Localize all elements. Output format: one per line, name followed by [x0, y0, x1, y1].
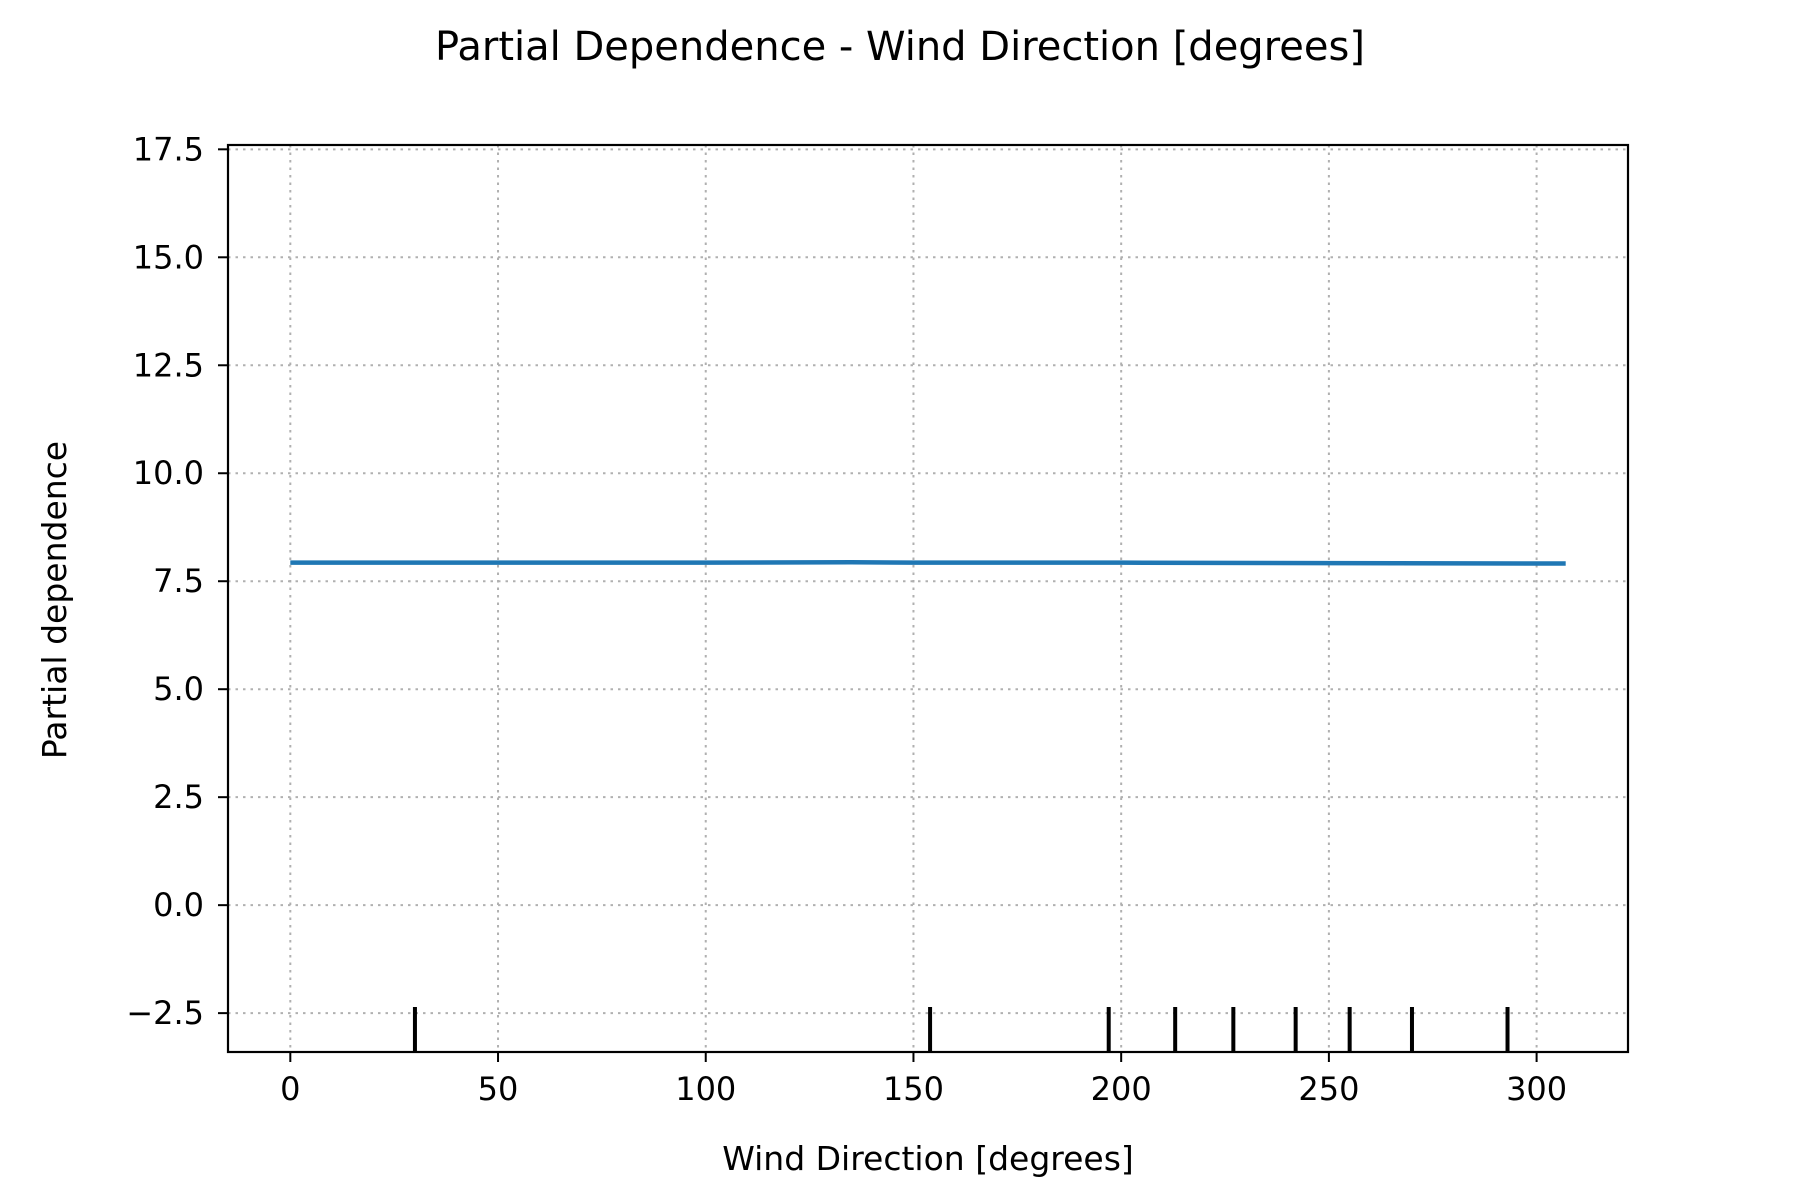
x-tick-label: 150 — [883, 1070, 944, 1108]
y-tick-label: 15.0 — [133, 238, 204, 276]
plot-frame — [226, 143, 1630, 1054]
y-axis-label: Partial dependence — [35, 441, 74, 759]
y-tick-label: −2.5 — [126, 994, 204, 1032]
decile-layer — [412, 1007, 1510, 1052]
y-tick-label: 7.5 — [153, 562, 204, 600]
y-tick-label: 10.0 — [133, 454, 204, 492]
y-tick-label: 17.5 — [133, 130, 204, 168]
x-tick-label: 0 — [280, 1070, 300, 1108]
x-tick-label: 300 — [1506, 1070, 1567, 1108]
x-axis-label: Wind Direction [degrees] — [722, 1139, 1134, 1178]
x-tick-label: 100 — [675, 1070, 736, 1108]
series-layer — [290, 559, 1566, 566]
y-tick-label: 12.5 — [133, 346, 204, 384]
y-tick-label: 5.0 — [153, 670, 204, 708]
series-line — [290, 559, 1566, 566]
grid-layer — [228, 145, 1628, 1052]
y-tick-label: 0.0 — [153, 886, 204, 924]
y-tick-layer: −2.5 0.0 2.5 5.0 7.5 10.0 12.5 15.0 17.5 — [126, 130, 228, 1032]
x-tick-label: 200 — [1091, 1070, 1152, 1108]
x-tick-label: 250 — [1298, 1070, 1359, 1108]
x-tick-label: 50 — [478, 1070, 519, 1108]
x-tick-layer: 0 50 100 150 200 250 300 — [280, 1052, 1567, 1108]
chart-title: Partial Dependence - Wind Direction [deg… — [435, 24, 1365, 70]
y-tick-label: 2.5 — [153, 778, 204, 816]
